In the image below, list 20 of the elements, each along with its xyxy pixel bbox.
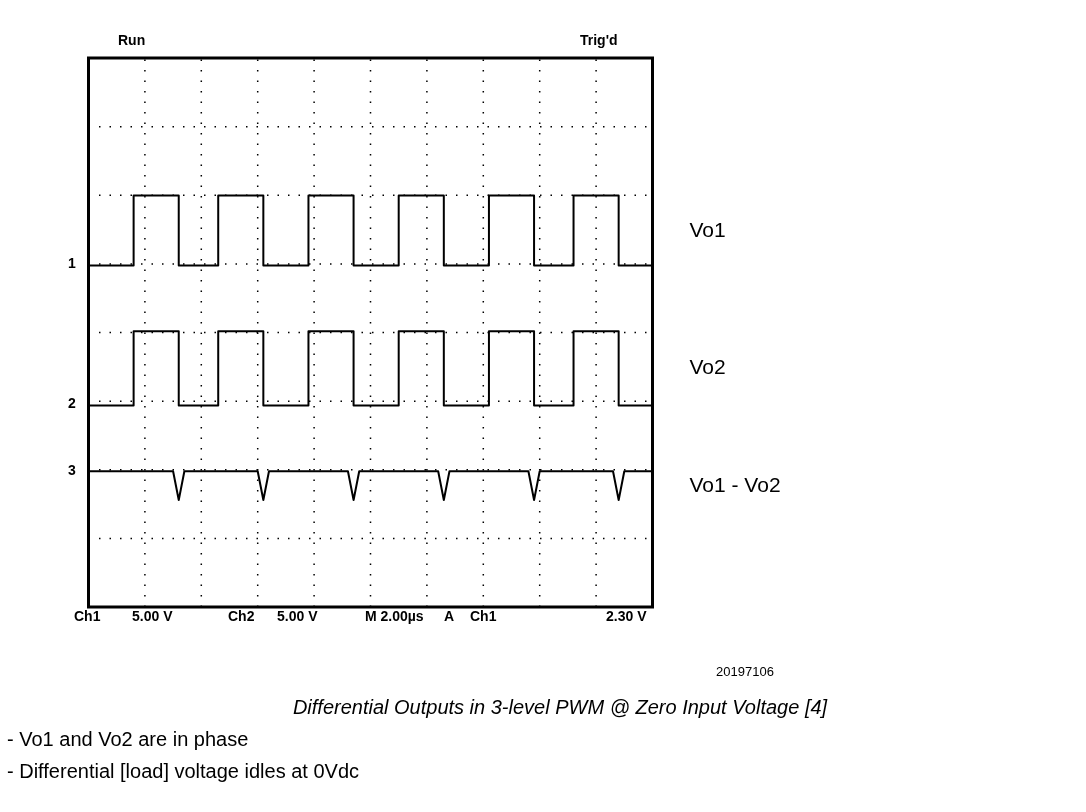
text: Trig'd	[580, 32, 618, 48]
text: Ch1	[74, 608, 101, 624]
text: Ch1	[470, 608, 497, 624]
text: Run	[118, 32, 146, 48]
text: - Differential [load] voltage idles at 0Vdc	[7, 760, 360, 782]
text: 2	[68, 395, 77, 411]
text: 5.00 V	[132, 608, 174, 624]
text: M 2.00µs	[365, 608, 424, 624]
series-label: Vo1 - Vo2	[689, 472, 781, 496]
text: Vo1	[689, 217, 726, 241]
text: 3	[68, 462, 77, 478]
text: Vo2	[689, 355, 726, 379]
text: A	[444, 608, 455, 624]
text: 1	[68, 255, 77, 271]
text: - Vo1 and Vo2 are in phase	[7, 728, 249, 750]
text: 5.00 V	[277, 608, 319, 624]
text: 20197106	[716, 664, 774, 679]
text: Differential Outputs in 3-level PWM @ Zero Input Voltage [4]	[292, 696, 828, 718]
text: 2.30 V	[606, 608, 648, 624]
text: Ch2	[228, 608, 255, 624]
